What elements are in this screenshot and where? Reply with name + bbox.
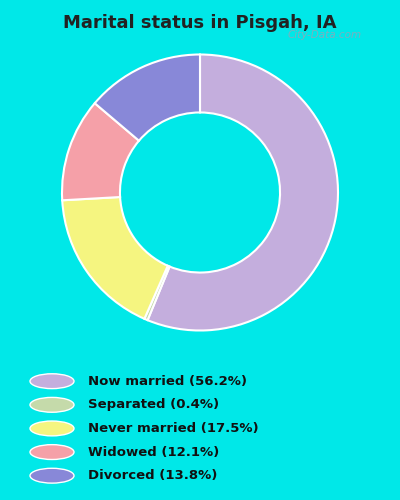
Wedge shape (95, 54, 200, 140)
Circle shape (30, 444, 74, 460)
Text: Separated (0.4%): Separated (0.4%) (88, 398, 219, 411)
Text: Divorced (13.8%): Divorced (13.8%) (88, 469, 217, 482)
Circle shape (30, 398, 74, 412)
Wedge shape (62, 197, 168, 319)
Text: Marital status in Pisgah, IA: Marital status in Pisgah, IA (63, 14, 337, 32)
Text: Widowed (12.1%): Widowed (12.1%) (88, 446, 219, 458)
Text: City-Data.com: City-Data.com (288, 30, 362, 40)
Wedge shape (148, 54, 338, 330)
Wedge shape (144, 266, 170, 320)
Text: Now married (56.2%): Now married (56.2%) (88, 374, 247, 388)
Circle shape (30, 421, 74, 436)
Wedge shape (62, 103, 139, 200)
Text: Never married (17.5%): Never married (17.5%) (88, 422, 259, 435)
Circle shape (30, 468, 74, 483)
Circle shape (30, 374, 74, 388)
